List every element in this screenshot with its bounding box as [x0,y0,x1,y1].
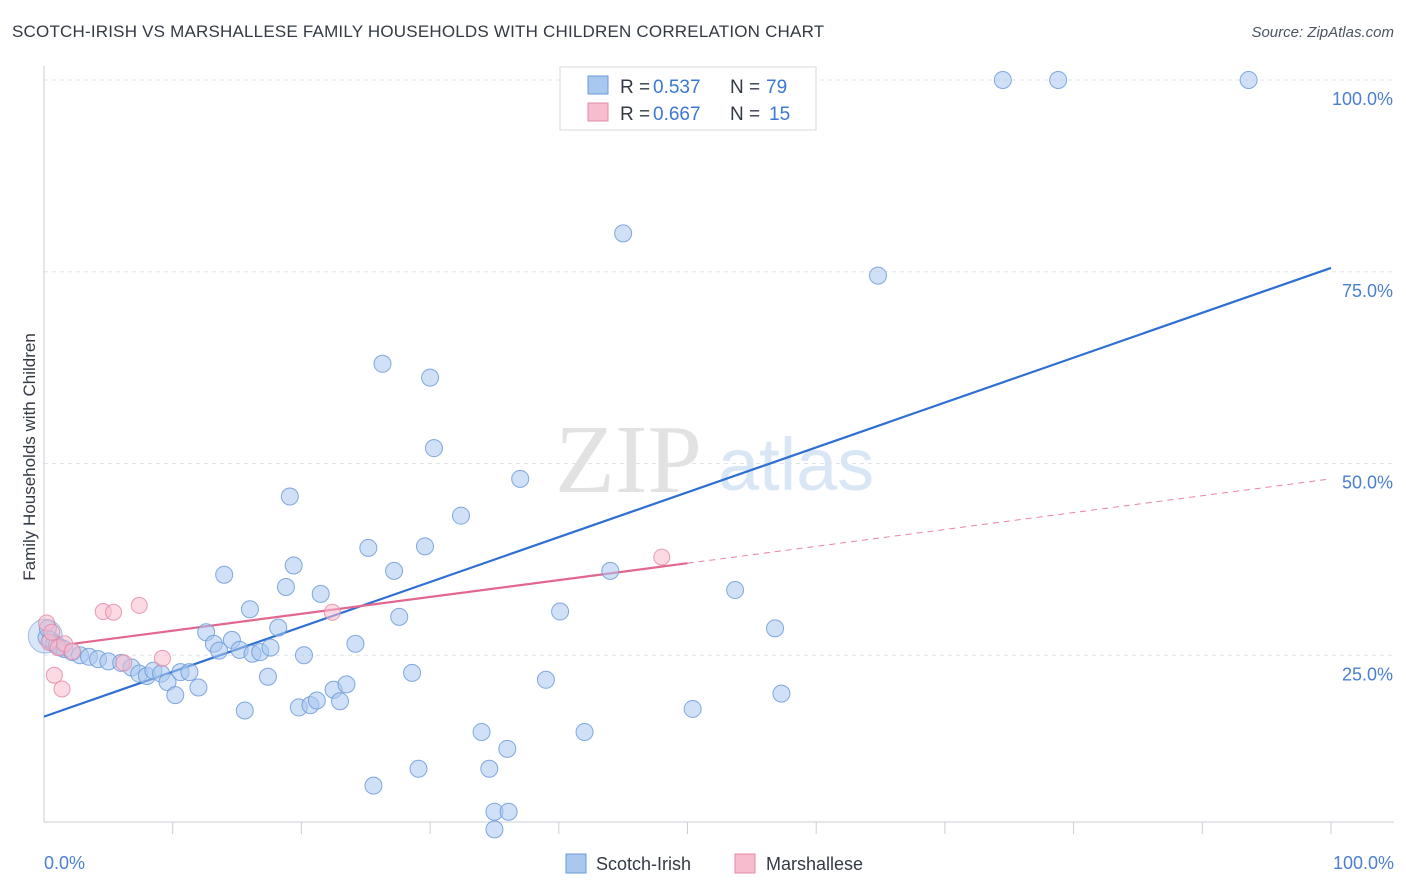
legend-r-value-1: 0.537 [653,77,701,98]
trend-line-extension-1 [687,478,1332,564]
y-tick-label: 25.0% [1342,664,1393,684]
data-point-scotch-irish [311,584,330,603]
legend-n-label-1: N = [730,77,760,98]
trend-line-1 [43,562,688,649]
data-point-marshallese [43,623,61,641]
data-point-scotch-irish [307,691,326,710]
data-point-scotch-irish [331,692,350,711]
data-point-scotch-irish [498,739,517,758]
data-point-marshallese [63,642,81,660]
legend-n-value-1: 79 [766,77,787,98]
watermark-zip: ZIP [555,406,702,514]
data-point-marshallese [653,548,671,566]
data-point-scotch-irish [210,641,229,660]
data-point-scotch-irish [294,646,313,665]
legend-r-value-2: 0.667 [653,104,701,125]
y-tick-label: 50.0% [1342,473,1393,493]
data-point-scotch-irish [766,619,785,638]
data-point-scotch-irish [364,776,383,795]
x-tick-label-min: 0.0% [44,853,85,873]
data-point-scotch-irish [614,224,633,243]
data-point-scotch-irish [280,487,299,506]
data-point-scotch-irish [390,607,409,626]
data-point-scotch-irish [359,538,378,557]
series-legend-swatch-marshallese [734,853,756,874]
data-point-scotch-irish [726,581,745,600]
data-point-scotch-irish [993,71,1012,89]
data-point-scotch-irish [1239,71,1258,89]
data-point-marshallese [323,603,341,621]
data-point-scotch-irish [575,722,594,741]
stats-legend: R = 0.537 N = 79 R = 0.667 N = 15 [559,66,817,131]
data-point-scotch-irish [683,699,702,718]
legend-r-label-1: R = [620,77,650,98]
data-point-scotch-irish [346,634,365,653]
y-tick-label: 75.0% [1342,281,1393,301]
data-point-scotch-irish [485,820,504,839]
legend-swatch-scotch-irish [587,75,609,95]
data-point-scotch-irish [166,686,185,705]
data-point-scotch-irish [511,469,530,488]
chart-title: SCOTCH-IRISH VS MARSHALLESE FAMILY HOUSE… [12,22,825,41]
data-point-scotch-irish [373,354,392,373]
data-point-marshallese [53,680,71,698]
data-point-scotch-irish [415,537,434,556]
data-point-marshallese [104,603,122,621]
data-point-marshallese [115,654,133,672]
data-point-scotch-irish [337,675,356,694]
legend-swatch-marshallese [587,102,609,122]
x-ticks [172,822,1332,834]
data-point-scotch-irish [284,556,303,575]
data-point-scotch-irish [499,802,518,821]
data-point-scotch-irish [1049,71,1068,89]
y-tick-label: 100.0% [1332,89,1393,109]
data-point-scotch-irish [451,506,470,525]
grid [44,79,1394,656]
data-point-scotch-irish [409,759,428,778]
data-point-scotch-irish [189,678,208,697]
data-point-scotch-irish [258,667,277,686]
data-point-scotch-irish [536,670,555,689]
data-point-marshallese [153,649,171,667]
x-tick-label-max: 100.0% [1333,853,1394,873]
trend-line-0 [43,266,1332,718]
data-point-scotch-irish [235,701,254,720]
data-point-scotch-irish [240,600,259,619]
data-point-scotch-irish [868,266,887,285]
data-point-scotch-irish [180,663,199,682]
trend-lines [43,266,1332,718]
data-point-marshallese [45,666,63,684]
series-legend-label-marshallese: Marshallese [766,854,863,874]
data-point-marshallese [130,596,148,614]
data-point-scotch-irish [480,759,499,778]
data-point-scotch-irish [215,565,234,584]
data-point-scotch-irish [601,561,620,580]
legend-n-value-2: 15 [769,104,790,125]
data-point-scotch-irish [772,684,791,703]
data-point-scotch-irish [472,722,491,741]
axes [43,66,1394,823]
series-legend: Scotch-Irish Marshallese [565,853,863,874]
data-point-scotch-irish [385,561,404,580]
data-point-scotch-irish [276,577,295,596]
y-axis-title: Family Households with Children [20,333,39,581]
legend-n-label-2: N = [730,104,760,125]
data-point-scotch-irish [551,602,570,621]
data-point-scotch-irish [261,638,280,657]
series-legend-label-scotch-irish: Scotch-Irish [596,854,691,874]
data-points [27,71,1258,839]
y-tick-labels: 25.0% 50.0% 75.0% 100.0% [1332,89,1393,684]
data-point-scotch-irish [424,439,443,458]
series-legend-swatch-scotch-irish [565,853,587,874]
data-point-scotch-irish [421,368,440,387]
data-point-scotch-irish [403,663,422,682]
data-point-scotch-irish [269,618,288,637]
legend-r-label-2: R = [620,104,650,125]
source-label: Source: ZipAtlas.com [1251,24,1394,41]
